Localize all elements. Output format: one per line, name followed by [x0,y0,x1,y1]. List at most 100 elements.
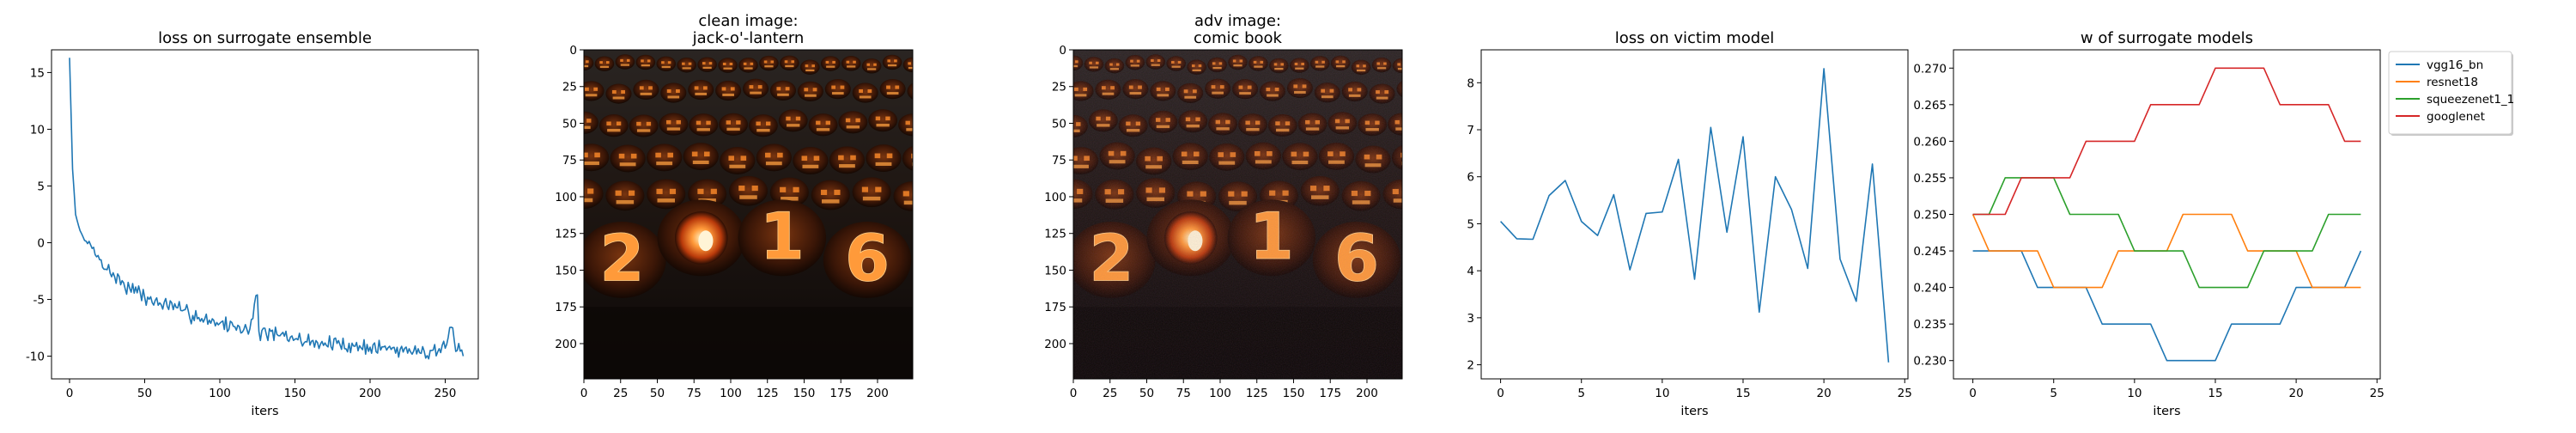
pumpkin-mouth [607,128,621,132]
big-pumpkin [738,199,827,277]
x-tick-label: 50 [650,387,665,400]
y-tick-label: 0.255 [1913,172,1947,186]
pumpkin-eye [661,61,665,64]
x-tick-label: 20 [2289,387,2304,400]
pumpkin-eye [894,59,897,63]
x-tick-label: 50 [137,387,152,400]
y-tick-label: 5 [1467,217,1474,231]
pumpkin-eye [636,121,641,126]
y-tick-label: 2 [1467,359,1474,373]
y-tick-label: 25 [562,81,577,95]
y-tick-label: 0.265 [1913,99,1947,113]
y-tick-label: 0.235 [1913,318,1947,332]
big-pumpkin [823,222,912,298]
pumpkin-eye [586,60,589,64]
pumpkin-eye [628,190,635,196]
pumpkin-eye [922,88,927,91]
small-pumpkin [718,58,738,73]
pumpkin-eye [616,121,622,126]
pumpkin-eye [916,191,922,196]
x-tick-label: 200 [359,387,381,400]
x-tick-label: 175 [1319,387,1341,400]
y-tick-label: 100 [555,191,577,204]
pumpkin-mouth [886,92,899,95]
pumpkin-eye [795,116,801,121]
small-pumpkin [793,147,829,175]
small-pumpkin [688,79,714,101]
small-pumpkin [605,83,632,104]
pumpkin-eye [1403,85,1407,88]
pumpkin-mouth [682,67,691,70]
legend-box [2388,51,2512,135]
x-tick-label: 250 [434,387,457,400]
x-tick-label: 10 [1655,387,1669,400]
image-panel: 2160255075100125150175200025507510012515… [1044,44,1412,400]
x-tick-label: 10 [2127,387,2142,400]
pumpkin-eye [606,121,611,126]
pumpkin-eye [1406,189,1412,194]
chart-title: jack-o'-lantern [692,29,805,47]
y-tick-label: 4 [1467,265,1474,278]
pumpkin-eye [593,87,598,91]
pumpkin-mouth [619,162,636,167]
pumpkin-eye [911,153,913,159]
pumpkin-eye [740,156,747,161]
y-tick-label: 200 [555,338,577,351]
pumpkin-eye [1404,63,1407,65]
pumpkin-eye [780,186,787,192]
candle-flame [698,230,714,252]
small-pumpkin [769,80,797,101]
pumpkin-eye [840,85,845,89]
x-tick-label: 25 [1898,387,1912,400]
x-tick-label: 50 [1139,387,1154,400]
pumpkin-eye [1068,60,1072,63]
pumpkin-eye [618,153,625,159]
pumpkin-eye [621,89,625,95]
pumpkin-mouth [846,125,860,129]
pumpkin-eye [784,60,788,64]
pumpkin-eye [825,60,829,64]
small-pumpkin [841,56,861,71]
x-tick-label: 200 [866,387,889,400]
x-tick-label: 175 [829,387,852,400]
pumpkin-mouth [785,64,794,68]
carved-digit: 6 [845,220,890,296]
small-pumpkin [820,56,841,71]
pumpkin-eye [743,62,747,65]
pumpkin-eye [861,186,869,192]
pumpkin-eye [665,119,671,125]
pumpkin-eye [811,64,815,68]
pumpkin-mouth [666,127,681,131]
pumpkin-eye [736,120,741,125]
pumpkin-mouth [821,199,840,204]
pumpkin-mouth [726,127,740,131]
x-tick-label: 25 [1103,387,1117,400]
pumpkin-eye [584,152,588,158]
small-pumpkin [861,58,882,74]
small-pumpkin [720,146,756,174]
pumpkin-eye [765,121,771,126]
pumpkin-eye [873,63,877,66]
small-pumpkin [635,54,656,70]
carved-digit: 2 [599,220,644,296]
pumpkin-mouth [723,67,732,70]
y-tick-label: 75 [562,154,577,168]
y-tick-label: 3 [1467,312,1474,326]
y-tick-label: -5 [33,294,45,308]
legend-label: resnet18 [2427,76,2478,89]
small-pumpkin [594,56,615,71]
pumpkin-eye [756,121,761,126]
small-pumpkin [659,113,689,136]
pumpkin-mouth [585,94,598,97]
pumpkin-eye [770,60,775,64]
photo-foreground [584,307,913,379]
small-pumpkin [646,143,683,172]
pumpkin-mouth [616,199,635,204]
x-tick-label: 0 [580,387,588,400]
pumpkin-mouth [739,195,757,199]
pumpkin-eye [853,60,856,64]
small-pumpkin [584,143,610,172]
pumpkin-mouth [914,95,927,97]
pumpkin-mouth [1401,162,1402,166]
pumpkin-eye [914,88,918,91]
